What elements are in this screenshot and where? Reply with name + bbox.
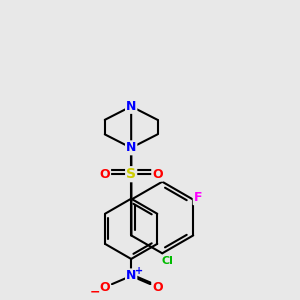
Text: Cl: Cl <box>161 256 173 266</box>
Text: O: O <box>152 281 163 294</box>
Text: −: − <box>90 285 101 298</box>
Text: O: O <box>152 168 163 181</box>
Text: N: N <box>126 141 136 154</box>
Text: O: O <box>100 281 110 294</box>
Text: O: O <box>100 168 110 181</box>
Text: +: + <box>135 266 143 276</box>
Text: N: N <box>126 269 136 282</box>
Text: S: S <box>126 167 136 181</box>
Text: F: F <box>194 191 202 204</box>
Text: N: N <box>126 100 136 113</box>
